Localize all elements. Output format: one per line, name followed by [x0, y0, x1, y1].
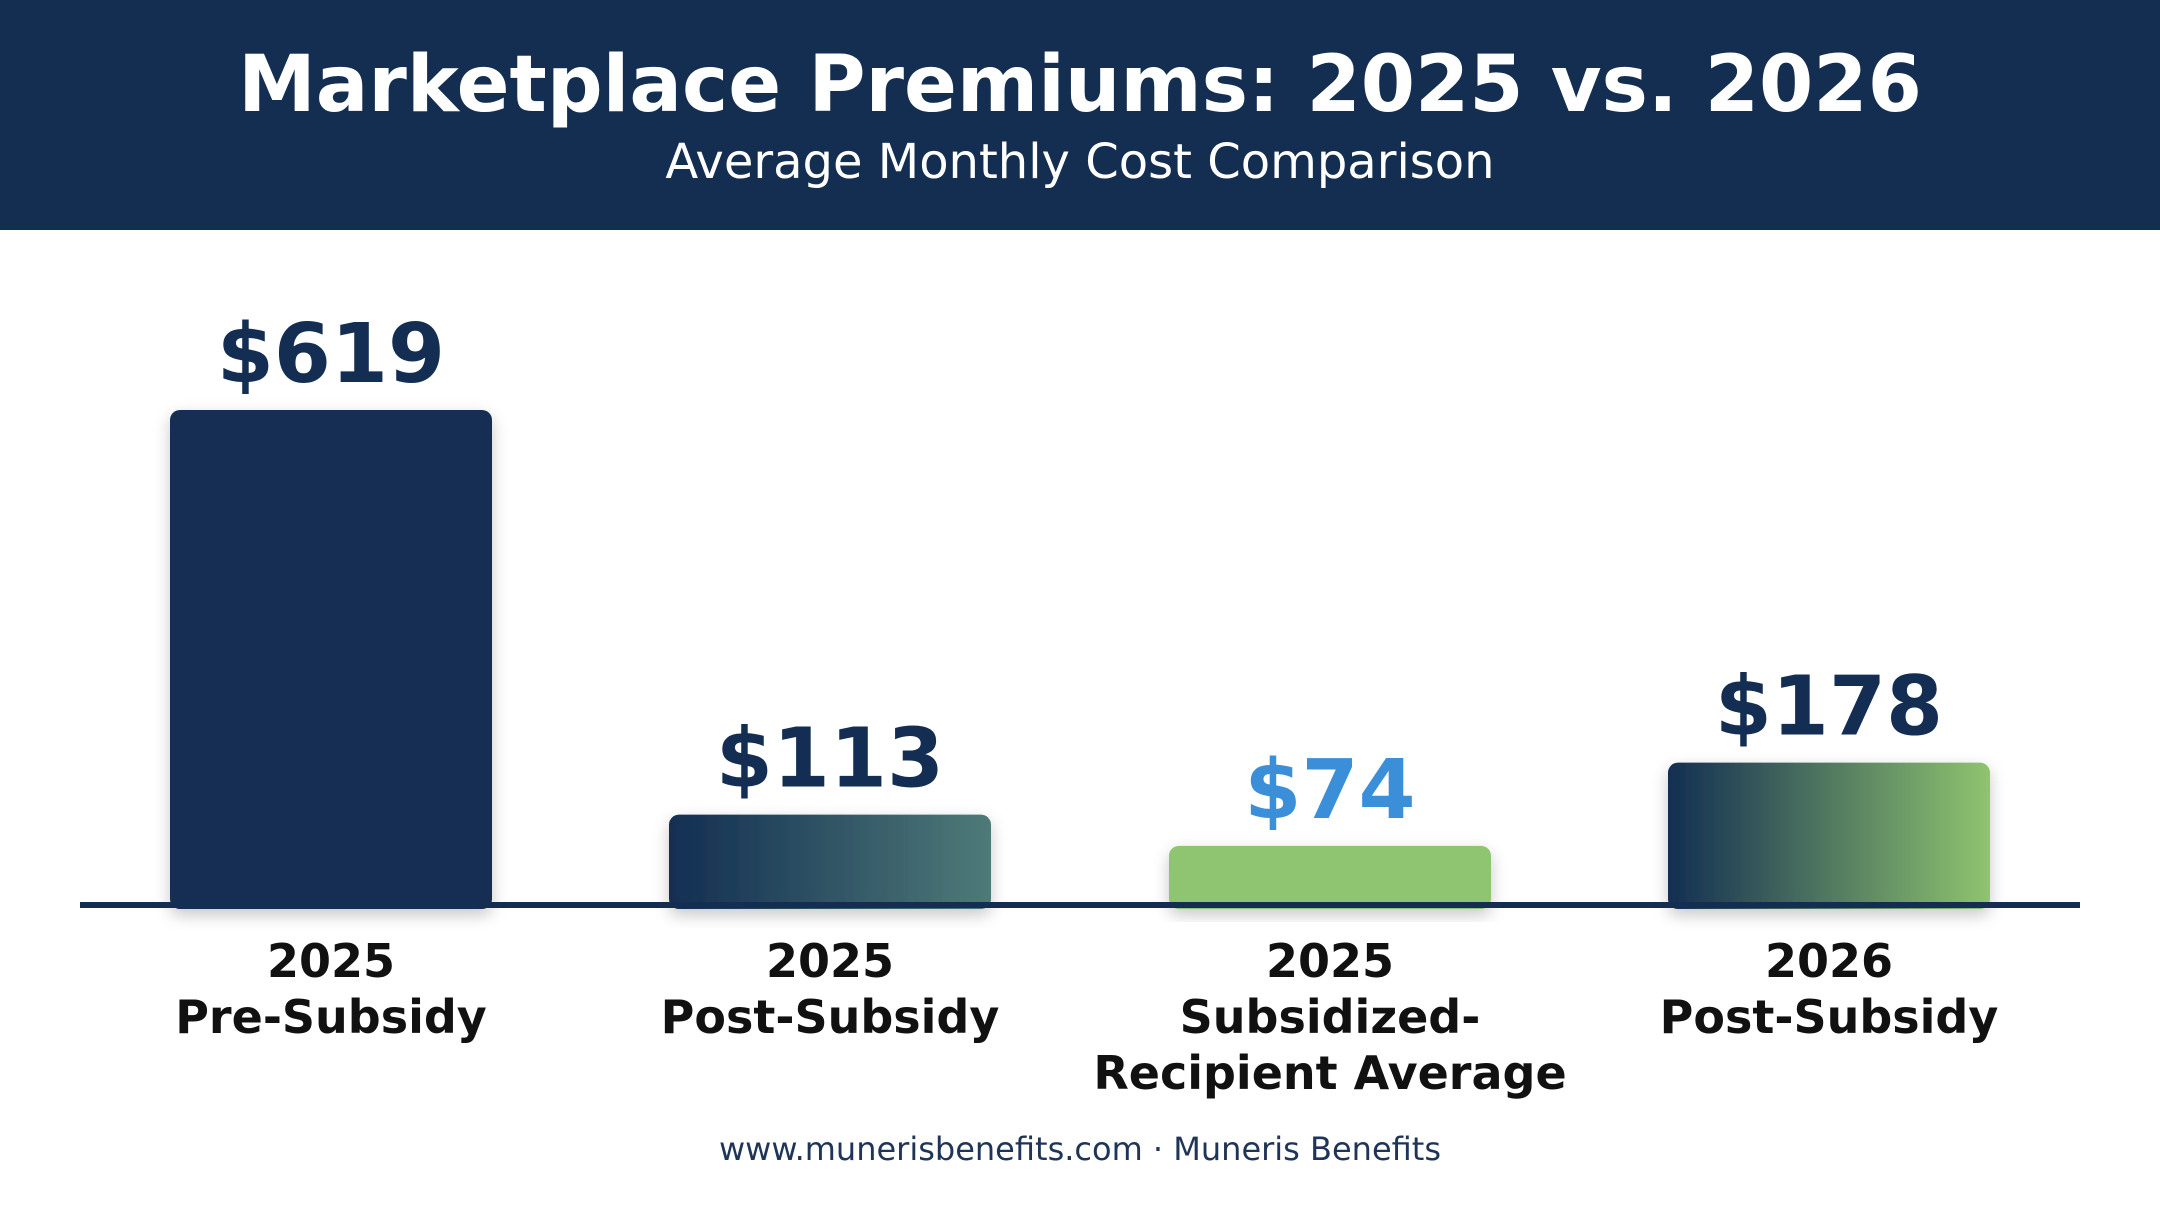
category-label-line: 2026 — [1765, 934, 1893, 988]
category-label-4: 2026 Post-Subsidy — [1660, 934, 1999, 1044]
category-label-line: Subsidized- — [1180, 990, 1481, 1044]
value-label-3: $74 — [1244, 743, 1415, 838]
header-banner: Marketplace Premiums: 2025 vs. 2026 Aver… — [0, 0, 2160, 230]
value-label-1: $619 — [217, 307, 445, 402]
category-label-line: Post-Subsidy — [661, 990, 1000, 1044]
bar-2 — [669, 814, 991, 909]
category-label-line: Recipient Average — [1093, 1046, 1566, 1100]
bar-3 — [1169, 845, 1491, 909]
category-label-3: 2025 Subsidized-Recipient Average — [1093, 934, 1566, 1100]
category-label-line: 2025 — [267, 934, 395, 988]
chart-title: Marketplace Premiums: 2025 vs. 2026 — [238, 40, 1922, 130]
category-label-line: 2025 — [1266, 934, 1394, 988]
category-label-2: 2025 Post-Subsidy — [661, 934, 1000, 1044]
category-label-line: 2025 — [766, 934, 894, 988]
chart-subtitle: Average Monthly Cost Comparison — [665, 134, 1495, 190]
bars-group — [170, 410, 1990, 909]
value-label-4: $178 — [1715, 660, 1943, 755]
footer-credit: www.munerisbenefits.com · Muneris Benefi… — [719, 1130, 1441, 1168]
category-label-1: 2025 Pre-Subsidy — [175, 934, 487, 1044]
category-label-line: Pre-Subsidy — [175, 990, 487, 1044]
value-label-2: $113 — [716, 712, 944, 807]
category-label-line: Post-Subsidy — [1660, 990, 1999, 1044]
bar-1 — [170, 410, 492, 909]
bar-4 — [1668, 762, 1990, 909]
